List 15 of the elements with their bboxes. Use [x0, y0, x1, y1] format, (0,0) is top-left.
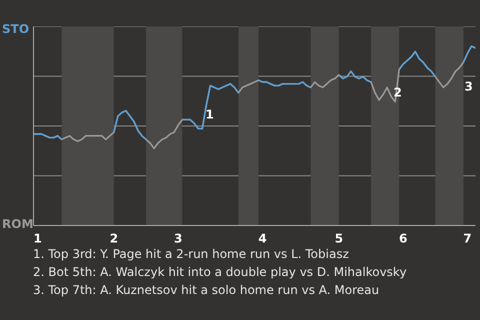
text: 3. Top 7th: A. Kuznetsov hit a solo home run vs A. Moreau [33, 283, 380, 297]
text: STO [2, 21, 30, 38]
x-tick-label: 6 [399, 232, 408, 246]
annotation: 3 [464, 80, 473, 94]
text: ROM [2, 216, 34, 233]
x-tick-label: 1 [34, 232, 42, 246]
x-tick-label: 4 [258, 232, 267, 246]
annotation: 1 [206, 108, 214, 122]
x-tick-label: 7 [463, 232, 472, 246]
text: 2. Bot 5th: A. Walczyk hit into a double play vs D. Mihalkovsky [33, 265, 407, 279]
x-tick-label: 3 [174, 232, 182, 246]
x-tick-label: 2 [110, 232, 118, 246]
x-tick-label: 5 [334, 232, 344, 246]
text: 1. Top 3rd: Y. Page hit a 2-run home run vs L. Tobiasz [33, 247, 349, 261]
annotation: 2 [394, 86, 402, 100]
